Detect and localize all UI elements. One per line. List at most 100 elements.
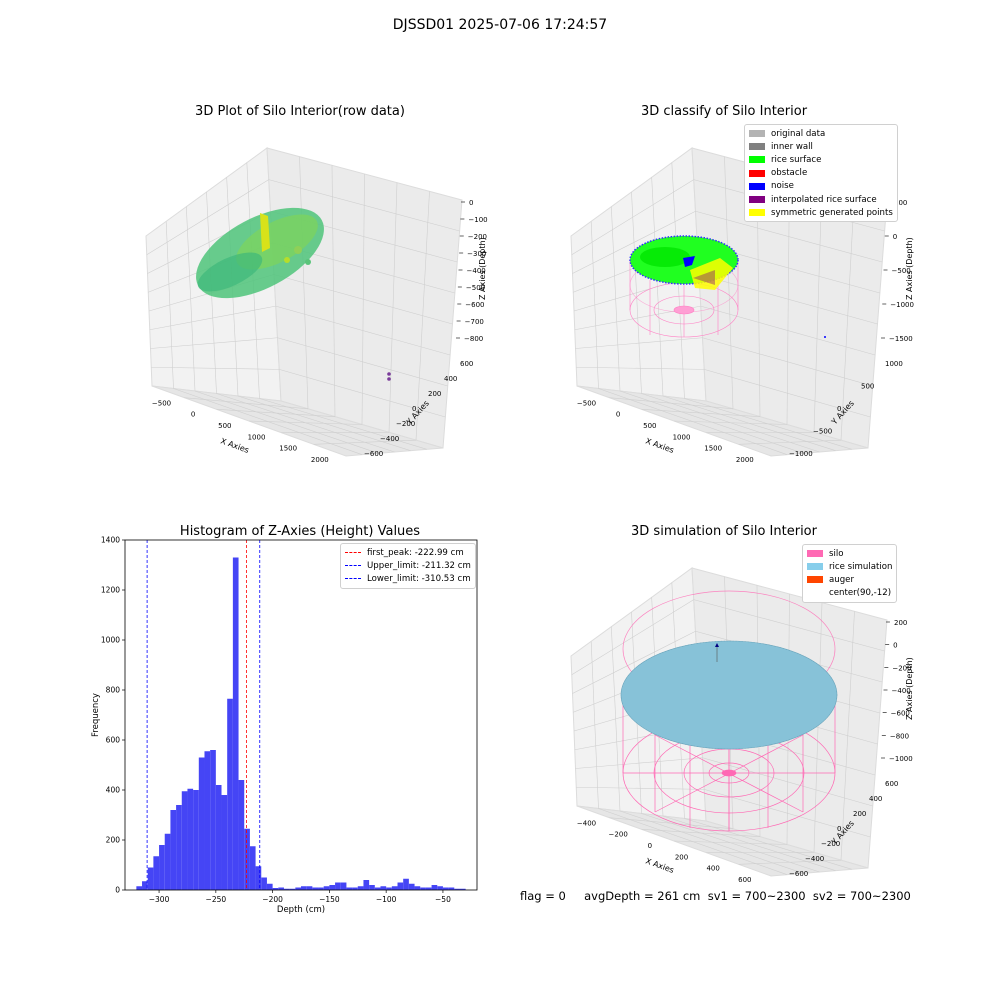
z-tick-label: −200 [468,233,487,241]
legend-label: silo [829,548,844,559]
histogram-bar [352,887,358,890]
classify-legend: original data inner wall rice surface obsta… [744,124,898,223]
histogram-legend-item: first_peak: -222.99 cm [345,546,471,559]
histogram-bar [204,751,211,890]
histogram-bar [335,882,341,890]
z-tick-label: −400 [892,687,911,695]
histogram-bar [448,887,455,890]
histogram-bar [181,791,188,890]
z-tick-label: −800 [464,335,483,343]
legend-swatch [749,196,765,204]
histogram-bar [238,780,245,890]
histogram-bar [153,856,160,890]
y-tick-label: −200 [821,840,840,848]
histogram-bar [210,750,216,890]
histogram-xtick-label: −50 [435,895,451,904]
legend-swatch [749,156,765,164]
legend-item: noise [749,180,893,193]
legend-item: original data [749,127,893,140]
classify-gridlines [571,156,885,455]
z-tick-label: −1500 [889,335,913,343]
y-tick-label: 1000 [885,360,903,368]
z-tick-label: −1000 [890,301,914,309]
legend-item: auger [807,573,892,586]
z-tick-label: 500 [894,199,907,207]
classify-plot-title: 3D classify of Silo Interior [640,104,808,119]
legend-item: rice simulation [807,560,892,573]
histogram-bar [147,867,154,890]
histogram-bar [425,887,432,890]
histogram-bar [278,887,284,890]
legend-label: Lower_limit: -310.53 cm [367,573,471,584]
histogram-bar [295,887,301,890]
histogram-bar [374,887,381,890]
histogram-bar [323,886,330,890]
simulation-legend: silo rice simulation auger center(90,-12) [802,544,898,603]
histogram-bar [318,887,324,890]
histogram-bar [346,887,353,890]
figure-title: DJSSD01 2025-07-06 17:24:57 [392,17,608,33]
histogram-bar [170,810,177,890]
legend-item: silo [807,547,892,560]
histogram-xtick-label: −150 [319,895,340,904]
legend-item: symmetric generated points [749,206,893,219]
z-tick-label: 0 [893,642,897,650]
histogram-bar [420,887,426,890]
histogram-bar [266,883,273,890]
x-tick-label: 500 [643,422,656,430]
legend-swatch [807,576,823,584]
x-tick-label: 1000 [673,433,691,441]
z-tick-label: −200 [892,664,911,672]
legend-label: first_peak: -222.99 cm [367,547,464,558]
legend-label: symmetric generated points [771,207,893,218]
histogram-bar [363,880,370,890]
histogram-bar [301,886,307,890]
raw-pane-back [145,147,463,457]
histogram-bar [176,805,182,890]
histogram-bar [403,878,409,890]
legend-label: obstacle [771,168,808,179]
legend-item: rice surface [749,153,893,166]
y-tick-label: 600 [460,360,473,368]
histogram-bar [272,888,279,890]
histogram-bar [454,888,460,890]
y-tick-label: −400 [805,855,824,863]
histogram-bar [312,887,319,890]
histogram-bar [369,885,375,890]
z-tick-label: 200 [894,619,907,627]
z-tick-label: −500 [466,284,485,292]
legend-line-swatch [345,578,361,580]
histogram-bar [232,557,239,890]
classify-rice-surface [629,235,826,338]
simulation-axis-ticks: −400−20002004006006004002000−200−400−600… [577,619,913,884]
raw-zlabel: Z Axies (Depth) [478,237,487,300]
legend-swatch [807,550,823,558]
y-tick-label: 400 [869,795,882,803]
x-tick-label: 400 [706,865,719,873]
histogram-bar [244,828,250,890]
legend-label: rice surface [771,154,822,165]
x-tick-label: 0 [648,842,652,850]
raw-3d-plot: −50005001000150020006004002000−200−400−6… [145,147,488,464]
z-tick-label: 0 [893,233,897,241]
classify-axis-ticks: −500 0 500 1000 1500 2000 1000 500 0 −500 −1000 500… [577,199,914,464]
histogram-legend: first_peak: -222.99 cm Upper_limit: -211.… [340,543,476,589]
legend-label: auger [829,574,854,585]
y-tick-label: 400 [444,375,457,383]
legend-swatch [749,182,765,190]
histogram-xticks: −300 −250 −200 −150 −100 −50 [149,890,451,904]
histogram-bar [459,888,466,890]
histogram-bar [221,795,228,890]
legend-label: original data [771,128,826,139]
histogram-legend-item: Lower_limit: -310.53 cm [345,572,471,585]
histogram-bar [164,833,171,890]
legend-line-swatch [345,565,361,567]
histogram-xtick-label: −100 [376,895,397,904]
x-tick-label: 1500 [279,445,297,453]
histogram-bar [249,846,256,890]
x-tick-label: 600 [738,876,751,884]
histogram-ytick-label: 1200 [101,586,120,595]
histogram-frame [124,539,478,891]
legend-label: noise [771,181,794,192]
histogram-bar [414,886,421,890]
